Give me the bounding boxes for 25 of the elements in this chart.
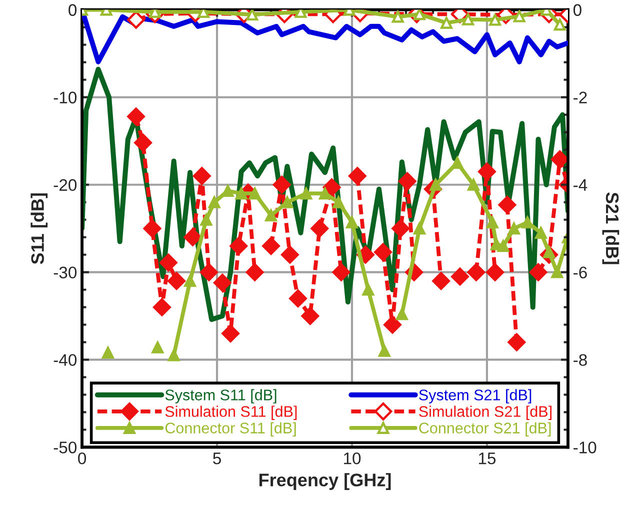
legend-label: Simulation S11 [dB] [165, 406, 297, 420]
y-tick-label: -20 [54, 179, 77, 191]
y-tick-label: -30 [54, 266, 77, 278]
x-tick-label: 0 [78, 452, 86, 464]
y2-tick-label: -2 [574, 92, 587, 104]
legend-label: Simulation S21 [dB] [419, 406, 552, 420]
legend-label: System S21 [dB] [419, 389, 532, 404]
x-axis-title: Freqency [GHz] [259, 473, 391, 490]
y2-axis-title: S21 [dB] [602, 192, 620, 264]
y-tick-label: 0 [68, 4, 77, 16]
y-axis-title: S11 [dB] [30, 193, 48, 264]
y-tick-label: -40 [54, 354, 77, 366]
legend-label: System S11 [dB] [165, 389, 276, 404]
y-tick-label: -10 [54, 92, 77, 104]
legend-label: Connector S11 [dB] [165, 422, 296, 436]
legend-label: Connector S21 [dB] [419, 422, 551, 436]
x-tick-label: 15 [478, 452, 496, 464]
y-tick-label: -50 [54, 442, 77, 454]
y2-tick-label: -6 [574, 266, 587, 278]
y2-tick-label: -4 [574, 179, 588, 191]
y2-tick-label: -10 [574, 442, 596, 454]
y2-tick-label: 0 [573, 4, 582, 16]
x-tick-label: 10 [344, 452, 361, 464]
y2-tick-label: -8 [574, 354, 587, 366]
x-tick-label: 5 [213, 452, 221, 464]
